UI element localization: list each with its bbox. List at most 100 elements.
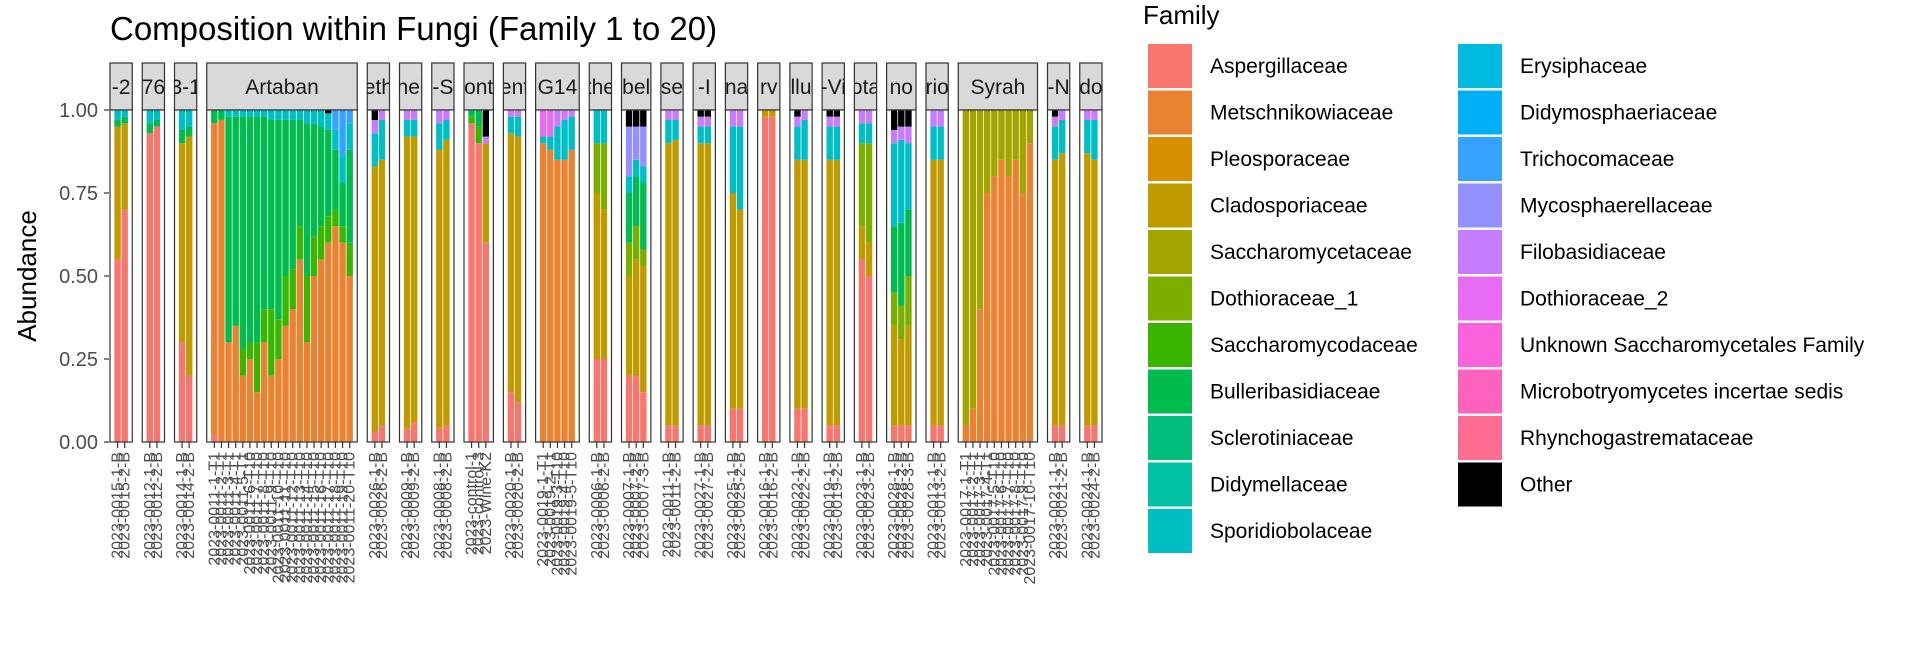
x-tick-label: 2023-0014-1-B [174, 452, 191, 559]
bar-segment [1026, 110, 1034, 144]
bar-segment [930, 126, 937, 160]
bar-segment [371, 166, 379, 433]
bar-segment [146, 123, 154, 134]
bar-segment [865, 143, 873, 243]
bar-segment [178, 342, 186, 442]
panel-background [1079, 110, 1102, 442]
panel-background [725, 110, 748, 442]
bar-segment [625, 126, 633, 177]
x-tick-label: 2023-0008-1-B [431, 452, 448, 559]
x-tick-label: 2023-0011-11-T10 [278, 452, 295, 582]
legend-key [1458, 183, 1502, 228]
bar-segment [672, 139, 679, 426]
bar-segment [185, 110, 193, 127]
bar-segment [600, 209, 608, 359]
bar-segment [339, 242, 346, 442]
panel-background [399, 110, 422, 442]
facet-panel: bel 2023-0007-1-B2023-0007-2-B2023-0007-3… [620, 62, 652, 559]
bar-segment [275, 110, 282, 120]
bar-segment [225, 110, 232, 117]
bar-segment [858, 226, 866, 260]
bar-segment [704, 116, 712, 127]
x-tick-label: 2023-0011-19-T10 [335, 452, 352, 583]
bar-segment [547, 110, 554, 137]
bar-segment [443, 425, 450, 442]
bar-segment [153, 119, 161, 127]
bar-segment [260, 116, 268, 310]
bar-segment [697, 143, 704, 426]
bar-segment [736, 110, 744, 127]
bar-segment [905, 425, 912, 442]
x-tick-label: 2023-0020-2-B [510, 452, 527, 559]
legend-key [1458, 137, 1502, 181]
bar-segment [403, 110, 411, 120]
bar-segment [218, 110, 225, 120]
bar-segment [672, 425, 679, 442]
bar-segment [507, 392, 515, 442]
bar-segment [1058, 425, 1066, 442]
panel-border [1046, 109, 1071, 443]
bar-segment [625, 110, 633, 127]
bar-segment [539, 110, 547, 137]
x-tick-label: 2023-0017-6-T10 [993, 452, 1010, 576]
bar-segment [289, 119, 296, 270]
legend-label: Sclerotiniaceae [1210, 427, 1354, 450]
panel-border [535, 109, 580, 443]
bar-segment [232, 110, 239, 117]
bar-segment [282, 325, 289, 442]
bar-segment [905, 126, 912, 144]
bar-segment [346, 149, 353, 243]
bar-segment [253, 342, 261, 393]
bar-segment [640, 249, 647, 267]
panel-border [660, 109, 684, 443]
bar-segment [514, 136, 522, 403]
legend-label: Bulleribasidiaceae [1210, 381, 1380, 404]
x-tick-label: 2023-0013-2-B [933, 452, 950, 559]
legend-key [1148, 183, 1192, 228]
facet-strip-label: rv [760, 76, 778, 99]
facet-strip-label: 3-1 [170, 76, 200, 99]
bar-segment [371, 432, 379, 442]
legend-key [1148, 416, 1192, 460]
bar-segment [826, 126, 833, 160]
x-tick-label: 2023-0009-2-B [406, 452, 423, 559]
x-tick-label: 2023-0007-3-B [635, 452, 652, 559]
bar-segment [826, 116, 833, 127]
legend-label: Sporidiobolaceae [1210, 520, 1372, 543]
x-tick-label: 2023-0019-5-T10 [564, 452, 581, 576]
facet-strip-label: -N [1048, 76, 1070, 99]
x-tick-label: 2023-0022-2-B [797, 452, 814, 559]
bar-segment [325, 129, 332, 217]
bar-segment [998, 159, 1005, 443]
bar-segment [289, 110, 296, 120]
legend-key [1458, 230, 1502, 274]
bar-segment [121, 123, 128, 210]
x-tick-label: 2023-0017-3-T1 [972, 452, 989, 567]
bar-segment [794, 110, 801, 117]
bar-segment [339, 183, 346, 227]
bar-segment [282, 110, 289, 120]
bar-segment [697, 126, 704, 144]
bar-segment [268, 309, 275, 376]
facet-panel: Artaban2023-0011-1-T12023-0011-2-T12023-… [206, 62, 359, 583]
bar-segment [801, 408, 808, 442]
bar-segment [1084, 425, 1091, 442]
bar-segment [704, 110, 712, 117]
panel-border [141, 109, 166, 443]
bar-segment [937, 159, 944, 426]
bar-segment [1058, 119, 1066, 154]
facet-strip [886, 62, 917, 111]
facet-strip-label: hel [397, 76, 425, 99]
x-tick-label: 2023-0028-1-B [886, 452, 903, 559]
bar-segment [761, 116, 769, 442]
legend-key [1148, 44, 1192, 88]
facet-strip-label: llu [790, 76, 811, 99]
bar-segment [317, 126, 325, 227]
bar-segment [185, 375, 193, 442]
bar-segment [325, 110, 332, 114]
panel-border [757, 109, 781, 443]
bar-segment [640, 392, 647, 442]
x-tick-label: 2023-0008-2-B [438, 452, 455, 559]
